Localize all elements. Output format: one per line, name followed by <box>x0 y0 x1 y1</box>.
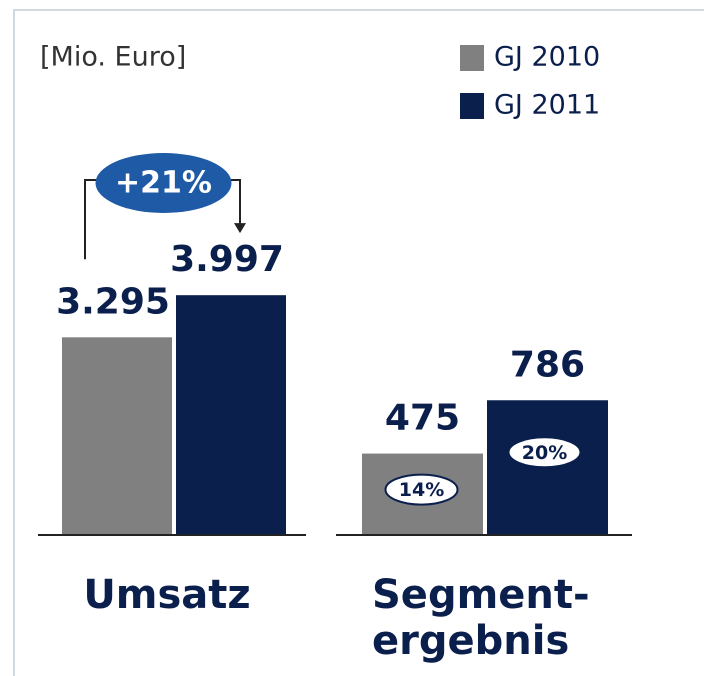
bar <box>176 295 286 535</box>
category-label: Umsatz <box>83 572 251 618</box>
value-label: 3.997 <box>170 239 284 280</box>
legend-label: GJ 2010 <box>494 42 600 73</box>
legend-swatch <box>460 45 484 71</box>
unit-label: [Mio. Euro] <box>40 42 186 73</box>
legend-label: GJ 2011 <box>494 90 600 121</box>
margin-label: 20% <box>522 442 567 464</box>
arrow-head <box>234 223 246 234</box>
legend-swatch <box>460 93 484 119</box>
margin-badge <box>384 473 459 506</box>
frame <box>13 9 704 676</box>
margin-label: 14% <box>399 479 444 501</box>
value-label: 786 <box>510 344 585 385</box>
value-label: 475 <box>385 398 460 439</box>
category-label: Segment- ergebnis <box>372 572 590 664</box>
growth-label: +21% <box>115 166 212 201</box>
bar <box>62 337 172 535</box>
growth-badge <box>95 153 232 213</box>
value-label: 3.295 <box>56 281 170 322</box>
margin-badge <box>507 436 582 469</box>
